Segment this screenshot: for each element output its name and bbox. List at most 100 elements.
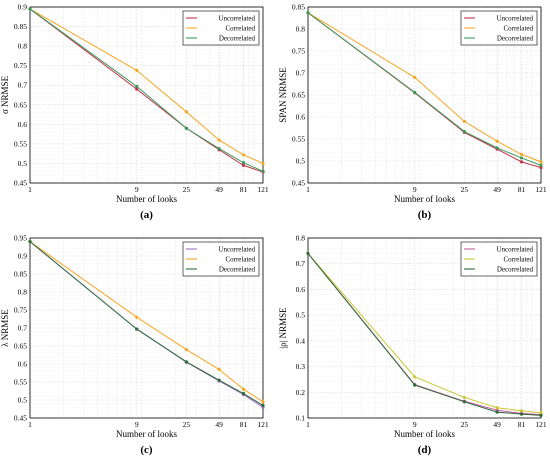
y-tick-label: 0.2 xyxy=(296,388,306,397)
y-tick-label: 0.45 xyxy=(14,179,27,188)
chart-panel-4: 0.1 0.2 0.3 0.4 0.5 0.6 0.7 0.8 1 9 25 49 81 121 Uncor… xyxy=(278,234,547,457)
y-tick-label: 0.8 xyxy=(18,288,28,297)
series-line-correlated xyxy=(29,241,264,403)
x-tick-label: 9 xyxy=(413,420,417,429)
y-axis-label: λ NRMSE xyxy=(0,309,10,347)
data-point-correlated xyxy=(519,152,524,156)
data-point-decorrelated xyxy=(217,378,221,382)
data-point-decorrelated xyxy=(135,327,139,331)
data-point-uncorrelated xyxy=(539,166,543,170)
series-line-uncorrelated xyxy=(29,8,264,173)
axes-box xyxy=(307,6,542,184)
x-tick-label: 1 xyxy=(28,185,32,194)
legend-label: Decorrelated xyxy=(219,35,256,43)
data-point-decorrelated xyxy=(495,410,499,414)
legend: Uncorrelated Correlated Decorrelated xyxy=(182,10,260,46)
x-tick-label: 81 xyxy=(240,185,248,194)
y-tick-label: 0.6 xyxy=(18,120,28,129)
y-tick-label: 0.7 xyxy=(18,324,28,333)
data-point-decorrelated xyxy=(217,146,221,151)
data-point-correlated xyxy=(519,409,524,413)
data-point-correlated xyxy=(261,161,265,166)
y-tick-label: 0.85 xyxy=(14,22,27,31)
series-line-decorrelated xyxy=(307,12,542,166)
legend-label: Correlated xyxy=(225,256,255,264)
data-point-correlated xyxy=(184,110,188,114)
data-point-correlated xyxy=(495,139,499,143)
y-tick-label: 0.6 xyxy=(296,285,306,294)
legend-label: Decorrelated xyxy=(497,35,534,43)
legend-label: Decorrelated xyxy=(497,266,534,274)
data-point-decorrelated xyxy=(28,240,32,244)
panel-label: (b) xyxy=(418,209,432,221)
y-tick-label: 0.5 xyxy=(18,159,28,168)
y-tick-label: 0.65 xyxy=(292,91,305,100)
y-tick-label: 0.7 xyxy=(296,259,306,268)
data-point-decorrelated xyxy=(495,146,499,150)
legend: Uncorrelated Correlated Decorrelated xyxy=(460,10,538,46)
axes-box xyxy=(29,6,264,184)
legend-label: Correlated xyxy=(503,25,533,33)
data-point-decorrelated xyxy=(261,403,265,407)
data-point-correlated xyxy=(184,348,188,352)
data-point-correlated xyxy=(539,160,543,164)
legend-label: Uncorrelated xyxy=(496,246,533,254)
y-tick-label: 0.85 xyxy=(14,270,27,279)
y-tick-label: 0.6 xyxy=(296,113,306,122)
x-tick-label: 25 xyxy=(461,185,469,194)
y-tick-label: 0.3 xyxy=(296,362,306,371)
data-point-correlated xyxy=(413,75,417,79)
x-tick-label: 81 xyxy=(518,420,526,429)
y-tick-label: 0.8 xyxy=(296,234,306,243)
y-tick-label: 0.5 xyxy=(296,311,306,320)
data-point-decorrelated xyxy=(519,156,524,160)
x-tick-label: 9 xyxy=(135,420,139,429)
panel-label: (c) xyxy=(140,444,153,456)
data-point-decorrelated xyxy=(519,412,524,416)
panel-label: (d) xyxy=(418,444,432,456)
x-tick-label: 49 xyxy=(493,185,501,194)
y-tick-label: 0.55 xyxy=(14,378,27,387)
y-tick-label: 0.7 xyxy=(296,69,306,78)
x-tick-label: 49 xyxy=(215,185,223,194)
y-tick-label: 0.75 xyxy=(14,306,27,315)
data-point-decorrelated xyxy=(539,163,543,167)
y-tick-label: 0.7 xyxy=(18,81,28,90)
chart-panel-2: 0.45 0.5 0.55 0.6 0.65 0.7 0.75 0.8 0.85 1 9 25 49 81… xyxy=(278,3,547,222)
data-point-correlated xyxy=(217,367,221,371)
chart-panel-3: 0.45 0.5 0.55 0.6 0.65 0.7 0.75 0.8 0.85 0.9 0.95 1… xyxy=(0,234,269,457)
data-point-decorrelated xyxy=(261,169,265,173)
data-point-decorrelated xyxy=(306,11,310,15)
y-tick-label: 0.1 xyxy=(296,414,306,423)
y-axis-label: SPAN NRMSE xyxy=(278,67,288,123)
y-tick-label: 0.8 xyxy=(18,42,28,51)
y-axis-label: σ NRMSE xyxy=(0,75,10,114)
y-tick-label: 0.45 xyxy=(292,179,305,188)
y-tick-label: 0.8 xyxy=(296,25,306,34)
legend: Uncorrelated Correlated Decorrelated xyxy=(460,241,538,277)
y-tick-label: 0.5 xyxy=(18,396,28,405)
x-tick-label: 81 xyxy=(240,420,248,429)
legend-label: Uncorrelated xyxy=(496,15,533,23)
y-tick-label: 0.9 xyxy=(18,252,28,261)
x-axis-label: Number of looks xyxy=(116,194,177,204)
y-tick-label: 0.55 xyxy=(14,139,27,148)
data-point-decorrelated xyxy=(539,413,543,418)
series-line-decorrelated xyxy=(307,253,542,416)
x-tick-label: 25 xyxy=(461,420,469,429)
y-tick-label: 0.45 xyxy=(14,414,27,423)
x-tick-label: 1 xyxy=(306,420,310,429)
legend-label: Uncorrelated xyxy=(218,15,255,23)
x-tick-label: 81 xyxy=(518,185,526,194)
y-tick-label: 0.9 xyxy=(18,3,28,12)
x-axis-label: Number of looks xyxy=(394,194,455,204)
x-tick-label: 49 xyxy=(493,420,501,429)
chart-panel-1: 0.45 0.5 0.55 0.6 0.65 0.7 0.75 0.8 0.85 0.9 1 9 25 4… xyxy=(0,3,269,222)
x-tick-label: 1 xyxy=(28,420,32,429)
data-point-decorrelated xyxy=(135,84,139,88)
data-point-decorrelated xyxy=(28,7,32,11)
data-point-correlated xyxy=(462,119,466,123)
data-point-uncorrelated xyxy=(519,160,524,164)
data-point-uncorrelated xyxy=(135,87,139,91)
